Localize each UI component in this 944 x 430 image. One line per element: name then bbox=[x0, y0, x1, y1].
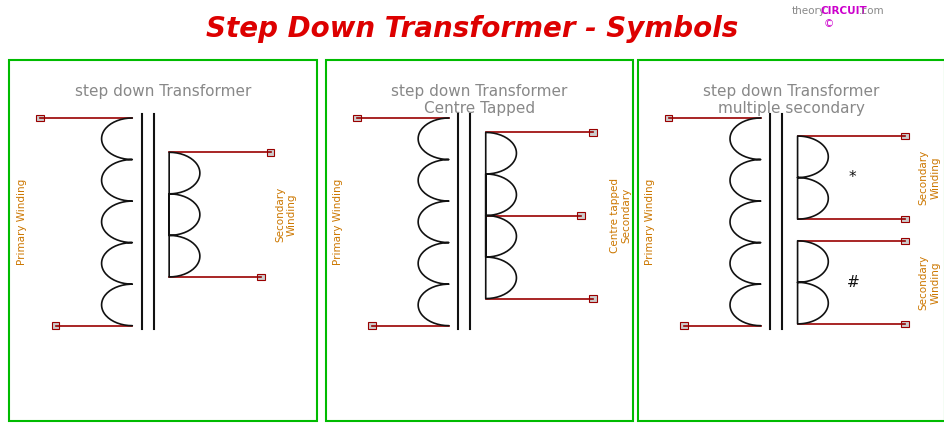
Bar bbox=[589, 295, 597, 302]
Bar bbox=[368, 322, 376, 329]
Text: CIRCUIT: CIRCUIT bbox=[819, 6, 866, 16]
Bar bbox=[577, 212, 584, 219]
Text: Primary Winding: Primary Winding bbox=[17, 179, 26, 265]
Text: Primary Winding: Primary Winding bbox=[333, 179, 343, 265]
Bar bbox=[664, 115, 672, 121]
Bar bbox=[901, 237, 908, 244]
Text: #: # bbox=[846, 275, 858, 290]
Text: *: * bbox=[848, 170, 856, 185]
Bar bbox=[36, 115, 44, 121]
Text: step down Transformer: step down Transformer bbox=[75, 84, 251, 98]
Bar bbox=[901, 216, 908, 222]
Text: Step Down Transformer - Symbols: Step Down Transformer - Symbols bbox=[206, 15, 738, 43]
Bar bbox=[352, 115, 361, 121]
Text: Centre tapped
Secondary: Centre tapped Secondary bbox=[610, 178, 631, 253]
Bar bbox=[266, 149, 274, 156]
Text: theory: theory bbox=[791, 6, 825, 16]
Text: step down Transformer
Centre Tapped: step down Transformer Centre Tapped bbox=[391, 84, 567, 116]
Bar bbox=[589, 129, 597, 136]
Text: Secondary
Winding: Secondary Winding bbox=[918, 255, 939, 310]
Text: step down Transformer
multiple secondary: step down Transformer multiple secondary bbox=[702, 84, 879, 116]
Bar bbox=[257, 273, 265, 280]
Text: ©: © bbox=[823, 19, 834, 29]
Bar bbox=[52, 322, 59, 329]
Bar bbox=[901, 321, 908, 327]
Text: Primary Winding: Primary Winding bbox=[645, 179, 654, 265]
Text: Secondary
Winding: Secondary Winding bbox=[918, 150, 939, 205]
Bar bbox=[901, 133, 908, 139]
Bar bbox=[680, 322, 687, 329]
Text: Secondary
Winding: Secondary Winding bbox=[275, 187, 296, 242]
Text: .com: .com bbox=[858, 6, 884, 16]
